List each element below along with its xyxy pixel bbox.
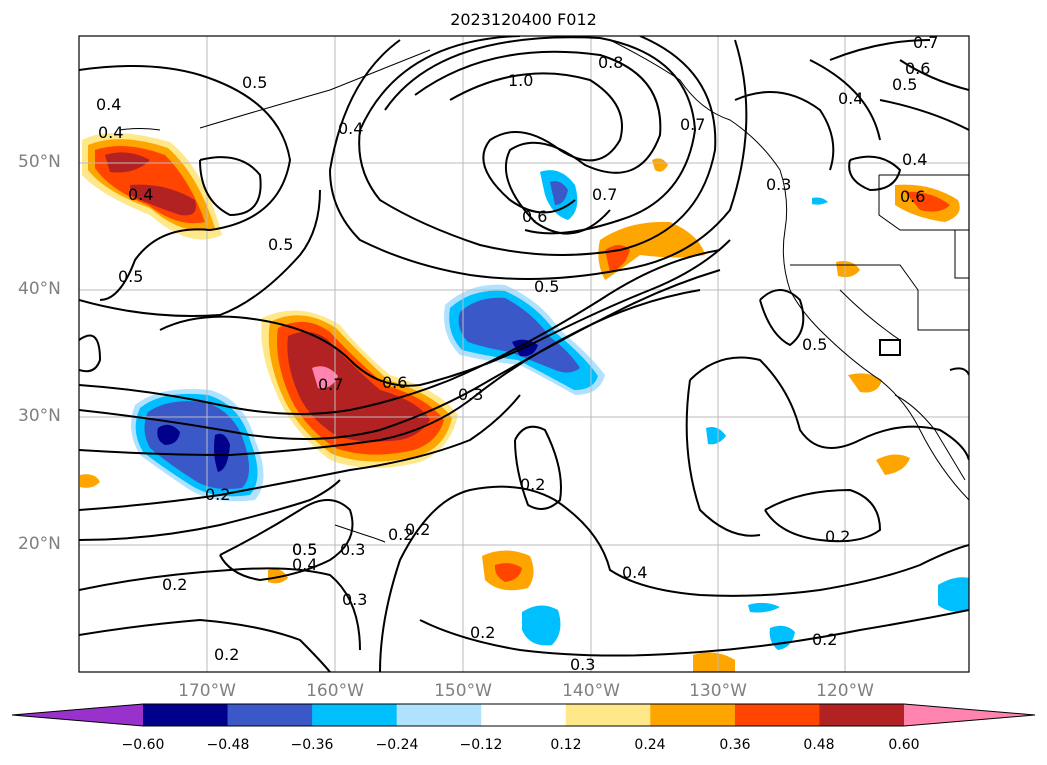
colorbar-tick-label: −0.60	[121, 737, 165, 753]
contour-label: 0.4	[96, 95, 121, 114]
contour-label: 0.3	[340, 540, 365, 559]
figure-title: 2023120400 F012	[450, 10, 597, 29]
contour-label: 0.4	[838, 89, 863, 108]
contour-label: 0.8	[598, 53, 623, 72]
colorbar-tick-label: 0.60	[888, 737, 920, 753]
lon-label: 150°W	[434, 681, 492, 701]
colorbar-outline	[11, 703, 1036, 727]
negative-anomaly-shading	[131, 170, 969, 650]
contour-lines	[79, 36, 969, 672]
colorbar-segment	[565, 704, 651, 726]
contour-label: 0.7	[318, 375, 343, 394]
lat-label: 30°N	[18, 406, 61, 426]
contour-label: 0.2	[520, 475, 545, 494]
contour-label: 0.6	[382, 373, 407, 392]
colorbar-segment	[481, 704, 567, 726]
contour-label: 0.2	[214, 645, 239, 664]
colorbar-extend-high	[904, 704, 1035, 726]
colorbar	[11, 703, 1036, 727]
colorbar-tick-label: −0.24	[375, 737, 419, 753]
contour-label: 1.0	[508, 71, 533, 90]
lon-label: 130°W	[689, 681, 747, 701]
colorbar-tick-label: −0.48	[206, 737, 250, 753]
contour-label: 0.6	[905, 59, 930, 78]
colorbar-segment	[143, 704, 229, 726]
colorbar-tick-label: 0.48	[803, 737, 835, 753]
contour-label: 0.2	[812, 630, 837, 649]
colorbar-segment	[312, 704, 398, 726]
contour-label: 0.5	[242, 73, 267, 92]
contour-label: 0.5	[802, 335, 827, 354]
contour-label: 0.7	[680, 115, 705, 134]
graticule	[79, 36, 969, 672]
lon-label: 140°W	[562, 681, 620, 701]
lon-label: 120°W	[816, 681, 874, 701]
colorbar-tick-label: 0.36	[719, 737, 751, 753]
contour-label: 0.5	[268, 235, 293, 254]
contour-label: 0.2	[470, 623, 495, 642]
contour-label: 0.4	[128, 185, 153, 204]
contour-label: 0.3	[570, 655, 595, 674]
contour-label: 0.4	[622, 563, 647, 582]
lat-label: 50°N	[18, 152, 61, 172]
contour-label: 0.2	[388, 525, 413, 544]
colorbar-tick-label: 0.24	[634, 737, 666, 753]
contour-label: 0.3	[342, 590, 367, 609]
contour-label: 0.5	[534, 277, 559, 296]
colorbar-segment	[734, 704, 820, 726]
colorbar-tick-label: −0.36	[290, 737, 334, 753]
colorbar-segment	[650, 704, 736, 726]
contour-label: 0.5	[118, 267, 143, 286]
positive-anomaly-shading	[80, 132, 960, 672]
contour-label: 0.5	[292, 540, 317, 559]
lon-label: 160°W	[306, 681, 364, 701]
contour-label: 0.3	[458, 385, 483, 404]
contour-label: 0.3	[766, 175, 791, 194]
contour-label: 0.2	[825, 527, 850, 546]
colorbar-segment	[396, 704, 482, 726]
contour-label: 0.7	[592, 185, 617, 204]
contour-label: 0.6	[900, 187, 925, 206]
contour-label: 0.4	[292, 555, 317, 574]
lon-label: 170°W	[178, 681, 236, 701]
colorbar-extend-low	[12, 704, 143, 726]
contour-label: 0.4	[98, 123, 123, 142]
colorbar-tick-label: 0.12	[550, 737, 582, 753]
colorbar-segment	[819, 704, 905, 726]
contour-label: 0.5	[892, 75, 917, 94]
contour-label: 0.2	[162, 575, 187, 594]
contour-label: 0.2	[205, 485, 230, 504]
contour-label: 0.7	[913, 33, 938, 52]
map-frame	[78, 35, 970, 673]
contour-label: 0.4	[338, 119, 363, 138]
coastlines	[119, 39, 969, 543]
contour-label: 0.2	[405, 520, 430, 539]
contour-label: 0.6	[522, 207, 547, 226]
colorbar-segment	[227, 704, 313, 726]
colorbar-tick-label: −0.12	[459, 737, 503, 753]
contour-label: 0.4	[902, 150, 927, 169]
lat-label: 40°N	[18, 279, 61, 299]
lat-label: 20°N	[18, 534, 61, 554]
contour-label: 0.5	[292, 540, 317, 559]
contour-labels: 1.0 0.8 0.7 0.7 0.6 0.5 0.5 0.4 0.4 0.4 …	[96, 33, 938, 674]
